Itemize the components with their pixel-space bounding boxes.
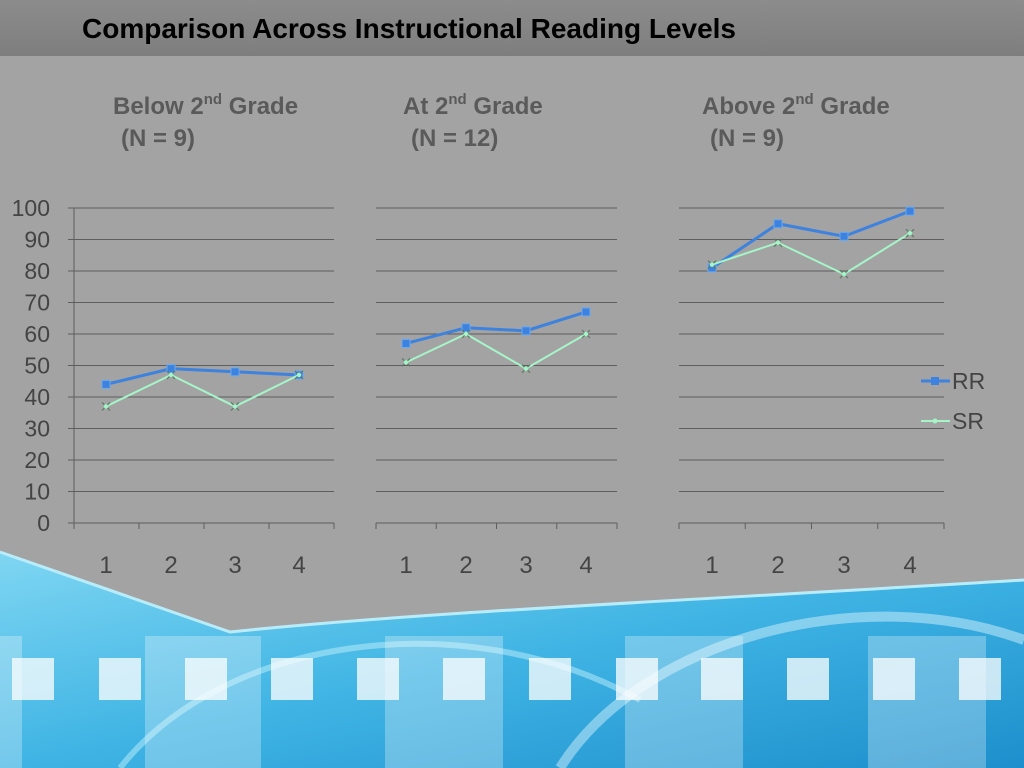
data-point-sr-dot [463,331,469,337]
y-tick-label: 50 [24,353,50,379]
panel-heading-above: Above 2nd Grade (N = 9) [702,91,890,155]
series-line-rr [405,310,587,345]
y-tick-label: 80 [24,258,50,284]
x-tick-label: 3 [519,552,532,579]
heading-rest: Grade [813,93,890,120]
x-tick-label: 4 [579,552,592,579]
panel-heading-at: At 2nd Grade (N = 12) [403,91,543,155]
series-line-sr [105,373,300,408]
x-tick-label: 2 [164,552,177,579]
data-point-sr-dot [841,271,847,277]
y-tick-label: 70 [24,290,50,316]
x-tick-label: 2 [459,552,472,579]
heading-main: Above 2 [702,93,796,120]
heading-sup: nd [203,91,223,108]
data-point-rr [230,367,240,377]
data-point-sr-dot [103,404,109,409]
y-tick-label: 60 [24,321,50,347]
x-tick-label: 4 [903,552,916,579]
heading-rest: Grade [222,93,299,120]
data-point-rr [905,206,915,216]
data-point-rr [581,307,591,317]
x-tick-label: 2 [771,552,784,579]
series-line-rr [711,209,911,270]
data-point-sr-dot [583,331,589,337]
heading-rest: Grade [466,93,543,120]
data-point-sr-dot [709,262,715,267]
x-tick-label: 1 [99,552,112,579]
y-tick-label: 10 [24,479,50,505]
heading-n: (N = 9) [121,125,196,152]
heading-n: (N = 12) [411,125,499,152]
slide-title: Comparison Across Instructional Reading … [82,13,737,44]
x-tick-label: 3 [228,552,241,579]
x-tick-label: 3 [837,552,850,579]
data-point-rr [521,326,531,336]
x-tick-label: 4 [292,552,305,579]
series-line-sr [711,232,911,276]
data-point-rr [773,219,783,229]
data-point-sr-dot [775,240,781,245]
data-point-rr [839,231,849,241]
heading-sup: nd [448,91,467,108]
x-tick-label: 1 [705,552,718,579]
heading-main: Below 2 [113,93,204,120]
data-point-sr-dot [168,372,174,378]
data-point-sr-dot [296,372,302,378]
y-tick-label: 90 [24,227,50,253]
y-tick-label: 0 [37,510,50,536]
heading-n: (N = 9) [710,125,785,152]
legend-label-sr: SR [952,408,984,434]
legend-label-rr: RR [952,368,985,394]
data-point-rr [101,379,111,389]
data-point-sr-dot [403,360,409,365]
title-bar [0,0,1024,56]
data-point-rr [461,323,471,333]
data-point-rr [401,338,411,348]
y-tick-label: 20 [24,447,50,473]
data-point-sr-dot [523,366,529,371]
panel-heading-below: Below 2nd Grade (N = 9) [113,91,298,155]
legend-marker-sr [932,418,938,424]
data-point-rr [166,364,176,374]
data-point-sr-dot [232,404,238,409]
y-tick-label: 30 [24,416,50,442]
series-line-sr [405,332,587,370]
series-line-rr [105,367,300,386]
x-tick-label: 1 [399,552,412,579]
heading-main: At 2 [403,93,449,120]
y-tick-label: 40 [24,384,50,410]
y-tick-label: 100 [12,195,50,221]
data-point-sr-dot [907,231,913,236]
legend-marker-rr [931,377,939,385]
heading-sup: nd [795,91,814,108]
